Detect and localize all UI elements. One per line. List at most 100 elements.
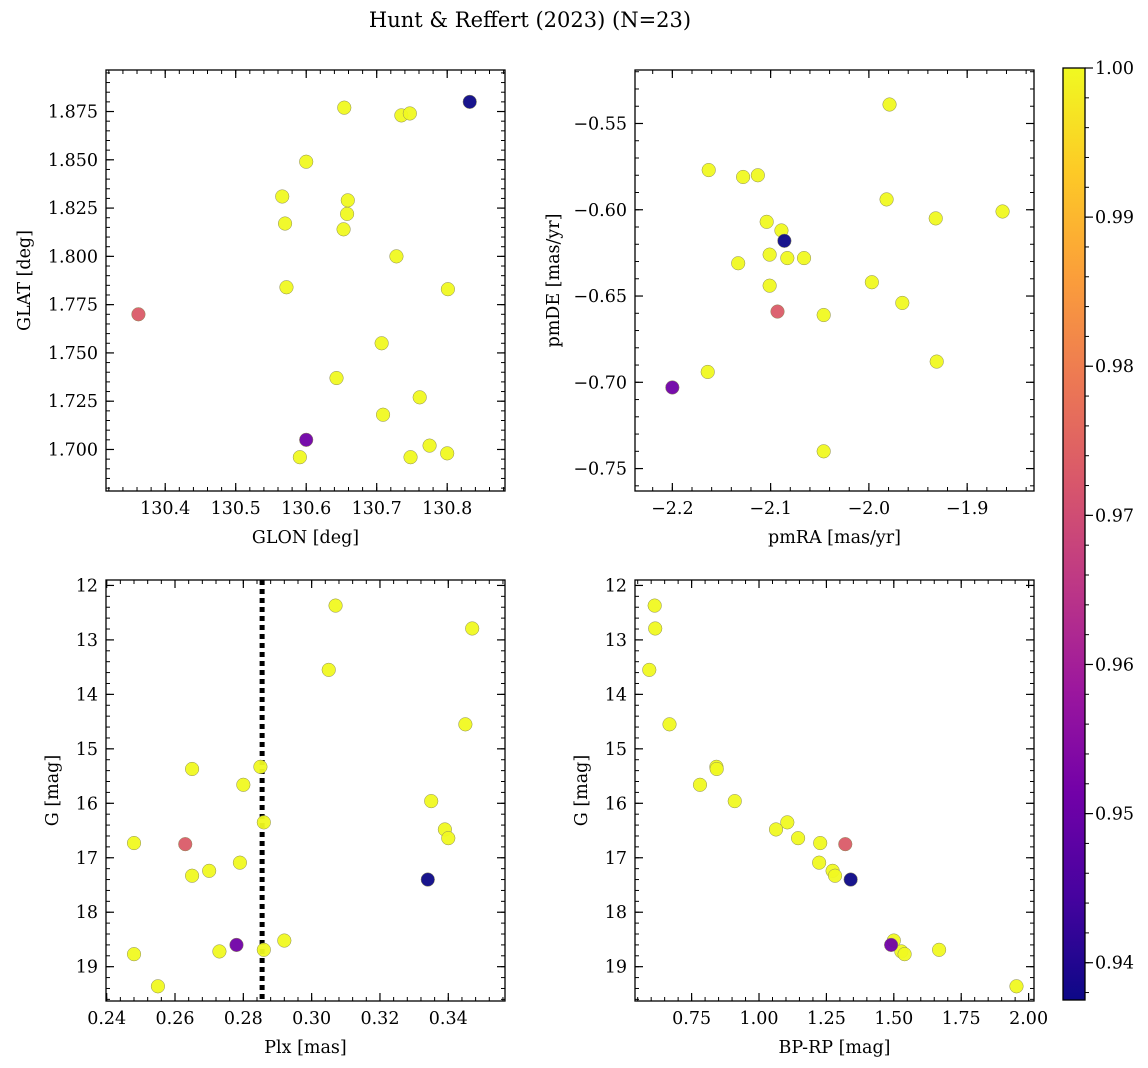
y-tick-label: 13 [605, 631, 627, 651]
data-point [884, 937, 899, 952]
data-point [402, 106, 417, 121]
x-tick-label: 0.75 [672, 1009, 711, 1029]
data-point [328, 598, 343, 613]
y-tick-label: 14 [605, 685, 627, 705]
data-point [422, 438, 437, 453]
data-point [700, 364, 715, 379]
y-axis-label: G [mag] [572, 755, 592, 826]
data-point [995, 204, 1010, 219]
x-tick-label: −2.0 [848, 499, 891, 519]
data-point [236, 777, 251, 792]
y-tick-label: 1.750 [48, 344, 98, 364]
y-tick-label: 14 [76, 685, 98, 705]
data-point [768, 822, 784, 837]
data-point [150, 979, 165, 994]
data-point [424, 794, 439, 809]
data-point [185, 761, 200, 777]
data-point [299, 154, 314, 169]
data-point [665, 380, 680, 395]
data-point [292, 450, 307, 465]
y-tick-label: 1.800 [48, 247, 98, 267]
y-tick-label: 19 [605, 958, 627, 978]
y-tick-label: −0.75 [573, 460, 627, 480]
figure-title: Hunt & Reffert (2023) (N=23) [369, 8, 691, 32]
x-tick-label: −2.2 [651, 499, 694, 519]
data-point [277, 933, 292, 948]
x-tick-label: 130.4 [140, 499, 190, 519]
y-tick-label: −0.55 [573, 114, 627, 134]
data-point [648, 621, 663, 636]
data-point [389, 249, 404, 264]
data-point [662, 717, 677, 732]
y-tick-label: 15 [605, 740, 627, 760]
data-point [838, 837, 853, 852]
colorbar-tick-label: 0.99 [1095, 208, 1134, 228]
x-tick-label: 2.00 [1009, 1009, 1048, 1029]
data-point [340, 206, 355, 221]
x-tick-label: 1.00 [740, 1009, 779, 1029]
data-point [647, 598, 662, 613]
x-tick-label: 130.5 [211, 499, 261, 519]
data-point [275, 189, 290, 204]
colorbar-tick-label: 0.97 [1095, 506, 1134, 526]
x-tick-label: 0.26 [156, 1009, 195, 1029]
data-point [412, 390, 427, 405]
x-tick-label: −2.1 [749, 499, 792, 519]
data-point [736, 169, 751, 185]
y-tick-label: −0.65 [573, 287, 627, 307]
data-point [770, 304, 785, 319]
data-point [791, 831, 806, 846]
data-point [202, 863, 217, 878]
data-point [256, 815, 271, 830]
y-tick-label: 17 [76, 849, 98, 869]
y-tick-label: 13 [76, 631, 98, 651]
data-point [897, 947, 912, 962]
y-tick-label: 16 [605, 794, 627, 814]
y-tick-label: 1.850 [48, 151, 98, 171]
data-point [375, 407, 391, 422]
data-point [329, 370, 344, 386]
y-tick-label: 16 [76, 794, 98, 814]
y-tick-label: 19 [76, 958, 98, 978]
panel-glon-glat: 130.4 130.5 130.6 130.7 130.8 1.700 1.725 1.750… [15, 69, 506, 548]
data-point [928, 211, 943, 226]
data-point [759, 214, 774, 229]
data-point [403, 450, 418, 465]
x-tick-label: 130.6 [281, 499, 331, 519]
data-point [462, 94, 477, 109]
data-point [727, 794, 742, 809]
x-tick-label: 1.50 [874, 1009, 913, 1029]
panel-plx-g: 0.24 0.26 0.28 0.30 0.32 0.34 12 13 14 15 16 17 18 19… [43, 576, 506, 1058]
data-point [796, 251, 812, 266]
x-tick-label: 130.7 [352, 499, 402, 519]
data-point [882, 97, 897, 112]
colorbar-tick-label: 0.98 [1095, 357, 1134, 377]
x-axis-label: GLON [deg] [252, 528, 359, 548]
data-point [709, 761, 724, 777]
data-point [126, 947, 142, 962]
colorbar-gradient [1062, 67, 1086, 1001]
data-point [185, 868, 200, 883]
data-point [1009, 979, 1024, 994]
colorbar-tick-label: 0.96 [1095, 655, 1134, 675]
data-point [232, 855, 247, 870]
colorbar-tick-label: 0.94 [1095, 954, 1134, 974]
data-point [692, 777, 708, 792]
y-tick-label: 12 [605, 576, 627, 596]
data-point [458, 717, 473, 732]
data-point [420, 872, 435, 887]
data-point [731, 256, 746, 271]
data-point [178, 837, 193, 852]
x-tick-label: 1.75 [942, 1009, 981, 1029]
colorbar-tick-label: 1.00 [1095, 59, 1134, 79]
x-tick-label: −1.9 [946, 499, 989, 519]
axes-frame [634, 579, 1035, 1002]
x-tick-label: 0.24 [87, 1009, 126, 1029]
data-point [337, 100, 352, 115]
data-point [812, 855, 827, 870]
y-tick-label: 1.875 [48, 103, 98, 123]
data-point [816, 307, 831, 323]
data-point [253, 759, 268, 774]
x-axis-label: BP-RP [mag] [779, 1038, 891, 1058]
